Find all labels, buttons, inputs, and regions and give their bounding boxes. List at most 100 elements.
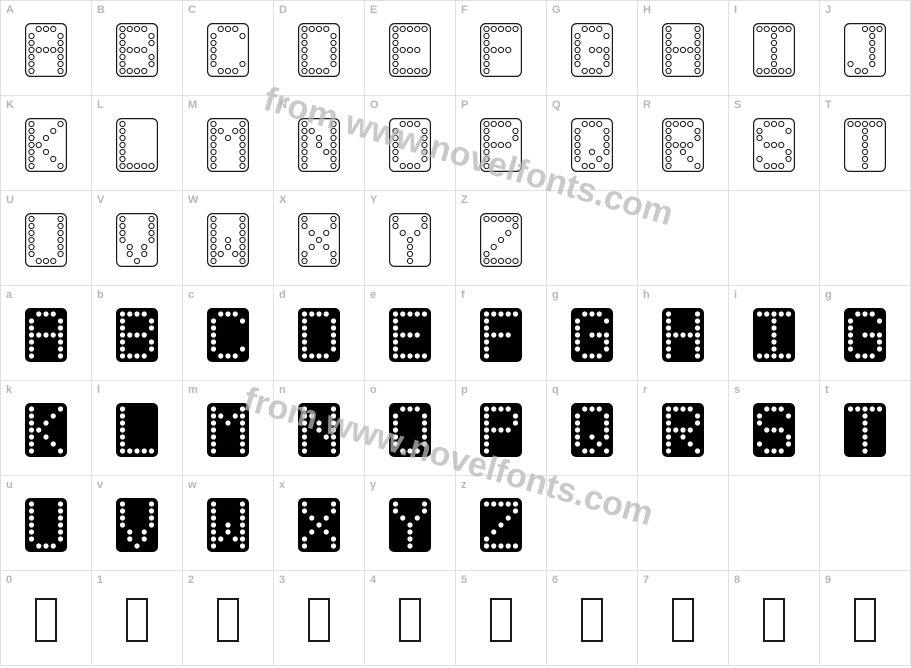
glyph-cell: Z — [456, 191, 547, 286]
glyph-label: X — [279, 194, 286, 206]
glyph-cell: i — [729, 286, 820, 381]
glyph-cell: a — [1, 286, 92, 381]
glyph-label: 0 — [6, 574, 12, 586]
glyph — [480, 213, 522, 272]
glyph-cell: C — [183, 1, 274, 96]
glyph — [207, 118, 249, 177]
glyph — [298, 213, 340, 272]
glyph-cell: u — [1, 476, 92, 571]
glyph-label: l — [97, 384, 100, 396]
glyph — [480, 23, 522, 82]
glyph-cell: D — [274, 1, 365, 96]
glyph-cell — [547, 476, 638, 571]
glyph-label: K — [6, 99, 14, 111]
glyph-label: y — [370, 479, 376, 491]
glyph-cell: 4 — [365, 571, 456, 666]
glyph — [207, 213, 249, 272]
glyph-label: g — [825, 289, 832, 301]
glyph-label: g — [552, 289, 559, 301]
glyph-cell: Q — [547, 96, 638, 191]
glyph-cell: 9 — [820, 571, 911, 666]
glyph-cell: 2 — [183, 571, 274, 666]
glyph — [207, 498, 249, 557]
glyph — [25, 213, 67, 272]
glyph — [662, 308, 704, 367]
glyph-cell: B — [92, 1, 183, 96]
glyph-cell: p — [456, 381, 547, 476]
glyph-label: t — [825, 384, 829, 396]
glyph — [763, 598, 785, 647]
glyph — [480, 308, 522, 367]
glyph-label: O — [370, 99, 379, 111]
glyph-label: L — [97, 99, 104, 111]
glyph — [25, 23, 67, 82]
glyph-cell: s — [729, 381, 820, 476]
glyph-cell: c — [183, 286, 274, 381]
glyph-cell: h — [638, 286, 729, 381]
glyph-cell: L — [92, 96, 183, 191]
glyph-cell: w — [183, 476, 274, 571]
glyph-cell — [820, 191, 911, 286]
glyph-cell: I — [729, 1, 820, 96]
glyph-cell: f — [456, 286, 547, 381]
glyph-cell: F — [456, 1, 547, 96]
glyph-label: 7 — [643, 574, 649, 586]
glyph-cell: 3 — [274, 571, 365, 666]
glyph-cell: v — [92, 476, 183, 571]
glyph-label: 3 — [279, 574, 285, 586]
glyph-cell: O — [365, 96, 456, 191]
glyph-label: Z — [461, 194, 468, 206]
glyph-cell: t — [820, 381, 911, 476]
glyph-label: s — [734, 384, 740, 396]
glyph-cell: n — [274, 381, 365, 476]
glyph-label: a — [6, 289, 12, 301]
glyph-cell: G — [547, 1, 638, 96]
glyph — [662, 23, 704, 82]
glyph-label: c — [188, 289, 194, 301]
glyph-cell: y — [365, 476, 456, 571]
glyph — [672, 598, 694, 647]
glyph-cell: b — [92, 286, 183, 381]
glyph-label: 1 — [97, 574, 103, 586]
glyph-label: A — [6, 4, 14, 16]
glyph-label: b — [97, 289, 104, 301]
glyph — [753, 403, 795, 462]
glyph-cell: A — [1, 1, 92, 96]
glyph — [298, 498, 340, 557]
glyph-label: D — [279, 4, 287, 16]
glyph — [126, 598, 148, 647]
glyph-label: x — [279, 479, 285, 491]
glyph — [308, 598, 330, 647]
glyph — [207, 308, 249, 367]
glyph-cell: g — [820, 286, 911, 381]
glyph-cell: 0 — [1, 571, 92, 666]
glyph — [25, 498, 67, 557]
glyph — [662, 403, 704, 462]
glyph-label: r — [643, 384, 647, 396]
glyph-label: v — [97, 479, 103, 491]
glyph-label: w — [188, 479, 197, 491]
glyph-cell: g — [547, 286, 638, 381]
glyph-cell: 8 — [729, 571, 820, 666]
glyph — [116, 498, 158, 557]
glyph-label: R — [643, 99, 651, 111]
glyph — [389, 308, 431, 367]
glyph-label: 2 — [188, 574, 194, 586]
glyph-cell: q — [547, 381, 638, 476]
glyph — [116, 213, 158, 272]
glyph-cell: o — [365, 381, 456, 476]
glyph — [298, 118, 340, 177]
glyph — [207, 403, 249, 462]
glyph-cell: Y — [365, 191, 456, 286]
glyph-label: B — [97, 4, 105, 16]
glyph-label: P — [461, 99, 468, 111]
glyph-label: 8 — [734, 574, 740, 586]
glyph — [399, 598, 421, 647]
glyph — [753, 308, 795, 367]
glyph — [480, 403, 522, 462]
glyph-cell: 5 — [456, 571, 547, 666]
glyph-cell: X — [274, 191, 365, 286]
glyph-cell: l — [92, 381, 183, 476]
glyph-cell: R — [638, 96, 729, 191]
glyph-label: h — [643, 289, 650, 301]
